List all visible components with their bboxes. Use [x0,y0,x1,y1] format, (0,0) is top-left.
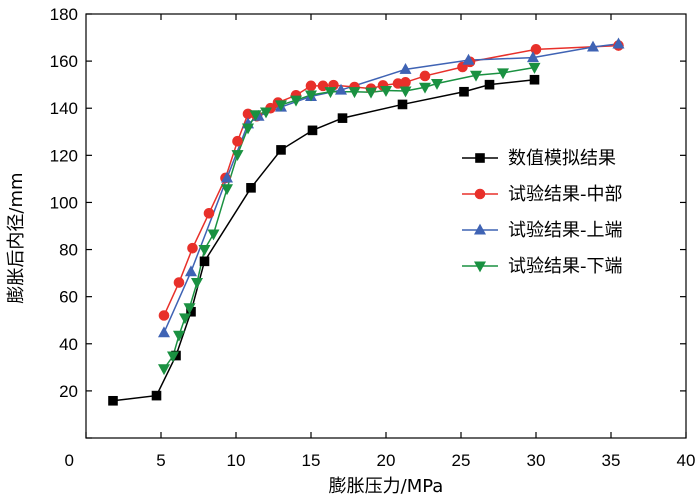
legend-marker [473,223,487,235]
data-point-test-bottom [274,100,288,112]
origin-tick-label: 0 [65,451,74,470]
data-point-numerical [276,145,286,155]
x-tick-label: 20 [377,451,396,470]
data-point-test-middle [173,277,185,288]
y-tick-label: 180 [50,5,78,24]
data-point-test-middle [400,77,411,88]
legend-item-numerical: 数值模拟结果 [462,148,616,169]
data-point-test-bottom [249,110,262,122]
data-point-numerical [151,390,162,401]
data-point-test-bottom [220,184,234,196]
series-points-test-bottom [157,62,541,376]
y-tick-label: 120 [50,146,78,165]
legend-item-test-top: 试验结果-上端 [462,220,623,241]
data-point-test-bottom [418,82,432,94]
data-point-test-middle [419,70,431,82]
data-point-test-bottom [364,87,378,99]
data-point-test-middle [232,135,243,147]
data-point-test-bottom [190,277,204,289]
x-tick-label: 30 [527,451,546,470]
data-point-test-bottom [207,229,220,241]
y-tick-label: 40 [59,335,78,354]
x-tick-label: 35 [602,451,621,470]
legend-label: 试验结果-下端 [508,256,623,277]
data-point-test-top [157,326,171,338]
data-point-test-bottom [379,86,393,97]
data-point-test-middle [203,207,215,219]
data-point-test-bottom [172,330,186,342]
legend-item-test-middle: 试验结果-中部 [462,184,623,205]
legend-marker [473,261,487,273]
data-point-test-bottom [399,86,412,98]
data-point-test-bottom [198,245,211,256]
series-line-test-bottom [163,66,535,370]
data-point-test-bottom [231,150,244,161]
data-point-numerical [307,125,318,136]
y-tick-label: 160 [50,52,78,71]
data-point-test-top [586,40,600,52]
data-point-test-bottom [496,68,510,80]
data-point-test-bottom [157,364,171,376]
data-point-test-top [526,51,540,63]
y-tick-label: 100 [50,193,78,212]
data-point-numerical [246,183,256,193]
data-point-test-middle [158,310,170,321]
series-line-test-middle [163,44,619,316]
data-point-test-bottom [166,351,180,363]
data-point-numerical [529,74,540,85]
x-tick-label: 10 [227,451,246,470]
data-point-numerical [108,395,118,406]
x-tick-label: 25 [452,451,471,470]
data-point-test-bottom [324,87,337,99]
data-point-test-top [612,37,625,49]
data-point-test-bottom [178,313,192,325]
data-point-test-bottom [469,70,483,82]
data-point-test-middle [305,80,317,92]
data-point-numerical [459,86,469,97]
legend-label: 试验结果-中部 [508,184,623,205]
data-point-test-top [184,265,198,277]
x-tick-label: 15 [302,451,321,470]
data-point-numerical [199,256,210,267]
data-point-test-bottom [528,62,541,74]
data-point-test-bottom [304,90,318,102]
data-point-test-bottom [241,123,255,135]
data-point-test-top [334,83,348,95]
series-points [108,37,625,406]
x-tick-label: 40 [677,451,696,470]
x-axis-title: 膨胀压力/MPa [329,476,444,497]
legend-label: 试验结果-上端 [508,220,623,241]
data-point-test-bottom [183,303,196,315]
y-tick-label: 80 [59,241,78,260]
legend-item-test-bottom: 试验结果-下端 [462,256,623,277]
legend-marker [474,188,486,200]
data-point-test-bottom [430,78,444,90]
data-point-test-middle [187,242,198,254]
data-point-test-top [462,53,475,65]
data-point-numerical [397,99,408,110]
data-point-test-top [220,171,234,183]
tick-labels: 5 10 15 20 25 30 35 40 20 40 60 80 100 120 140 160 180 0 [50,5,696,470]
y-tick-label: 60 [59,288,78,307]
data-point-numerical [337,113,348,123]
data-point-test-bottom [348,87,361,99]
data-point-test-top [399,62,412,74]
y-tick-label: 20 [59,382,78,401]
y-axis-title: 膨胀后内径/mm [6,172,27,303]
legend-marker [475,153,485,163]
x-tick-label: 5 [156,451,165,470]
data-point-test-middle [530,44,542,55]
y-tick-label: 140 [50,99,78,118]
data-point-numerical [484,79,495,90]
legend-label: 数值模拟结果 [508,148,616,169]
axis-ticks [85,13,687,439]
data-point-test-bottom [259,107,273,119]
data-point-test-bottom [289,95,303,107]
